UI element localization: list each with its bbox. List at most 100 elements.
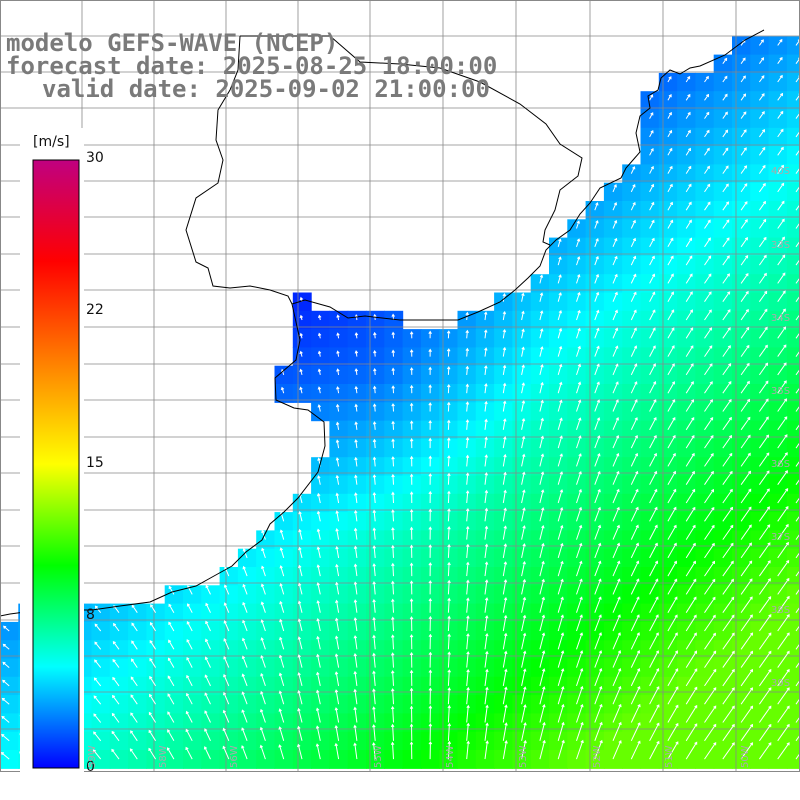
wind-arrow (630, 470, 639, 485)
wind-speed-cell (549, 402, 568, 422)
wind-speed-cell (292, 640, 312, 660)
wind-speed-cell (603, 750, 623, 769)
wind-arrow (722, 219, 730, 229)
wind-speed-cell (713, 219, 733, 239)
wind-arrow (279, 547, 285, 559)
wind-speed-cell (420, 603, 440, 623)
wind-arrow (447, 526, 451, 540)
wind-speed-cell (420, 438, 440, 458)
wind-speed-cell (512, 402, 532, 422)
wind-arrow (722, 488, 733, 504)
wind-speed-cell (658, 219, 678, 239)
wind-speed-cell (585, 329, 605, 348)
wind-speed-cell (329, 512, 349, 531)
wind-speed-cell (658, 182, 678, 202)
wind-speed-cell (530, 329, 550, 348)
wind-speed-cell (347, 750, 367, 769)
wind-speed-cell (274, 621, 294, 641)
wind-arrow (685, 363, 694, 376)
forecast-date: forecast date: 2025-08-25 18:00:00 (6, 52, 498, 80)
wind-arrow (630, 452, 639, 467)
wind-speed-cell (658, 585, 678, 605)
wind-arrow (758, 632, 772, 650)
wind-speed-cell (768, 347, 788, 367)
wind-arrow (777, 272, 786, 284)
wind-arrow (722, 291, 731, 302)
wind-arrow (354, 492, 358, 504)
lon-label: 51W (664, 745, 675, 768)
wind-arrow (260, 583, 266, 595)
wind-arrow (722, 542, 734, 559)
wind-arrow (795, 533, 800, 540)
wind-speed-cell (750, 530, 770, 550)
wind-speed-cell (786, 658, 800, 678)
wind-arrow (112, 640, 120, 650)
wind-arrow (521, 400, 526, 412)
wind-arrow (649, 524, 658, 540)
wind-speed-cell (494, 731, 513, 751)
wind-speed-cell (549, 695, 568, 714)
wind-speed-cell (567, 530, 587, 550)
wind-arrow (667, 111, 672, 119)
wind-arrow (539, 328, 544, 339)
wind-speed-cell (512, 676, 532, 696)
wind-speed-cell (109, 603, 129, 623)
wind-arrow (630, 703, 641, 723)
wind-speed-cell (530, 530, 550, 550)
wind-speed-cell (677, 219, 696, 239)
wind-arrow (93, 713, 102, 723)
wind-speed-cell (128, 713, 147, 733)
wind-speed-cell (183, 621, 202, 641)
wind-speed-cell (219, 750, 239, 769)
wind-speed-cell (640, 750, 660, 769)
wind-arrow (685, 219, 692, 229)
wind-arrow (149, 693, 157, 705)
wind-speed-cell (640, 457, 660, 477)
wind-speed-cell (530, 621, 550, 641)
wind-speed-cell (457, 438, 477, 458)
wind-speed-cell (347, 713, 367, 733)
wind-arrow (223, 620, 230, 632)
wind-speed-cell (750, 640, 770, 660)
wind-arrow (777, 687, 790, 705)
wind-speed-cell (640, 274, 660, 294)
wind-speed-cell (585, 475, 605, 495)
wind-arrow (261, 529, 266, 540)
wind-arrow (795, 147, 800, 156)
wind-arrow (428, 562, 433, 577)
wind-speed-cell (695, 603, 715, 623)
wind-speed-cell (146, 676, 166, 696)
wind-arrow (335, 474, 340, 485)
wind-speed-cell (439, 457, 459, 477)
wind-arrow (649, 704, 660, 723)
wind-arrow (502, 346, 507, 357)
wind-arrow (447, 419, 451, 430)
wind-arrow (777, 577, 790, 595)
wind-arrow (241, 709, 248, 723)
wind-arrow (649, 578, 659, 595)
wind-speed-cell (786, 457, 800, 477)
wind-speed-cell (164, 731, 184, 751)
lon-label: 53W (518, 745, 529, 768)
wind-speed-cell (658, 91, 678, 111)
wind-arrow (167, 675, 175, 687)
wind-arrow (612, 685, 622, 705)
wind-speed-cell (164, 585, 184, 605)
wind-speed-cell (658, 201, 678, 220)
wind-speed-cell (512, 365, 532, 385)
wind-speed-cell (695, 493, 715, 513)
wind-speed-cell (347, 658, 367, 678)
wind-speed-cell (677, 347, 696, 367)
wind-speed-cell (622, 676, 642, 696)
wind-arrow (335, 403, 340, 412)
wind-speed-cell (201, 603, 221, 623)
wind-arrow (722, 650, 735, 668)
wind-arrow (795, 459, 800, 467)
wind-speed-cell (0, 658, 19, 678)
wind-speed-cell (475, 640, 495, 660)
wind-speed-cell (402, 347, 422, 367)
wind-speed-cell (494, 365, 513, 385)
wind-arrow (777, 110, 784, 119)
wind-arrow (649, 345, 656, 357)
